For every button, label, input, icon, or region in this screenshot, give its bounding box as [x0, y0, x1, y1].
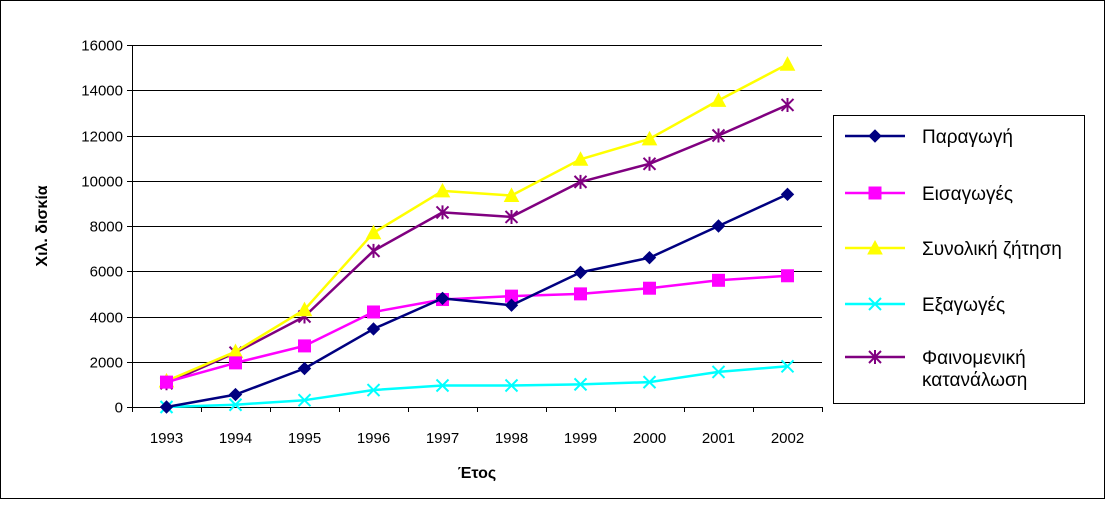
data-point-marker	[504, 298, 519, 312]
data-point-marker	[779, 56, 796, 71]
y-tick-label: 10000	[81, 174, 123, 191]
data-point-marker	[642, 250, 657, 265]
data-point-marker	[434, 182, 451, 198]
x-tick-label: 2002	[771, 430, 804, 447]
data-point-marker	[366, 383, 381, 397]
y-axis-title: Χιλ. δισκία	[34, 185, 51, 266]
series-layer	[158, 56, 796, 414]
data-point-marker	[868, 129, 882, 143]
data-point-marker	[297, 361, 312, 376]
series-3	[158, 56, 796, 388]
data-point-marker	[572, 151, 589, 166]
data-point-marker	[366, 243, 381, 258]
data-point-marker	[435, 291, 450, 306]
data-point-marker	[711, 219, 726, 233]
data-point-marker	[781, 269, 794, 283]
data-point-marker	[435, 205, 450, 220]
y-tick-label: 2000	[90, 355, 123, 372]
data-point-marker	[296, 301, 313, 317]
x-tick-label: 1999	[564, 430, 597, 447]
data-point-marker	[504, 209, 519, 224]
data-point-marker	[160, 375, 173, 389]
data-point-marker	[712, 273, 725, 287]
data-point-marker	[780, 97, 795, 112]
series-line	[166, 365, 788, 409]
tick-labels: 0 2000 4000 6000 8000 10000 12000 14000 16000 199…	[81, 38, 804, 448]
legend-item: Εισαγωγές	[845, 184, 1013, 205]
y-tick-label: 14000	[81, 83, 123, 100]
y-tick-label: 6000	[90, 264, 123, 281]
x-axis-title: Έτος	[458, 465, 496, 482]
data-point-marker	[573, 377, 588, 392]
y-tick-label: 12000	[81, 129, 123, 146]
data-point-marker	[573, 265, 588, 280]
data-point-marker	[503, 187, 520, 202]
data-point-marker	[780, 359, 795, 373]
data-point-marker	[867, 239, 883, 255]
data-point-marker	[642, 156, 657, 171]
data-point-marker	[711, 128, 726, 143]
series-4	[159, 359, 795, 414]
series-1	[159, 187, 795, 414]
x-tick-label: 2000	[633, 430, 666, 447]
data-point-marker	[298, 339, 311, 353]
legend-item: Συνολική ζήτηση	[845, 239, 1062, 260]
y-tick-label: 16000	[81, 38, 123, 55]
data-point-marker	[228, 387, 243, 402]
legend-label: Παραγωγή	[922, 127, 1013, 148]
legend-item: Παραγωγή	[845, 127, 1013, 148]
data-point-marker	[573, 174, 588, 189]
data-point-marker	[229, 356, 242, 370]
legend-item: Εξαγωγές	[845, 295, 1005, 316]
x-tick-label: 1996	[357, 430, 390, 447]
data-point-marker	[297, 393, 312, 407]
data-point-marker	[366, 322, 381, 336]
data-point-marker	[159, 400, 174, 414]
y-tick-label: 4000	[90, 310, 123, 327]
data-point-marker	[643, 281, 656, 295]
x-tick-label: 2001	[702, 430, 735, 447]
data-point-marker	[367, 305, 380, 319]
data-point-marker	[504, 378, 519, 393]
series-line	[166, 63, 789, 383]
legend-label: Φαινομενική	[922, 348, 1026, 369]
legend-label: κατανάλωση	[922, 370, 1027, 391]
y-tick-label: 8000	[90, 219, 123, 236]
data-point-marker	[365, 224, 382, 240]
data-point-marker	[780, 187, 795, 202]
x-tick-label: 1995	[288, 430, 321, 447]
legend-label: Εξαγωγές	[922, 295, 1005, 316]
series-line	[166, 193, 789, 409]
y-tick-label: 0	[115, 400, 123, 417]
x-tick-label: 1997	[426, 430, 459, 447]
legend: Παραγωγή Εισαγωγές Συνολική ζήτηση Εξαγωγές…	[833, 115, 1085, 404]
series-line	[165, 103, 789, 385]
data-point-marker	[868, 186, 882, 200]
x-tick-label: 1993	[150, 430, 183, 447]
data-point-marker	[435, 378, 450, 393]
series-line	[166, 274, 788, 384]
data-point-marker	[574, 287, 587, 301]
data-point-marker	[710, 92, 727, 107]
legend-label: Εισαγωγές	[922, 184, 1013, 205]
x-tick-label: 1998	[495, 430, 528, 447]
data-point-marker	[642, 375, 657, 389]
data-point-marker	[641, 130, 658, 146]
gridlines	[132, 45, 822, 363]
data-point-marker	[868, 297, 882, 311]
data-point-marker	[228, 398, 243, 412]
x-tick-label: 1994	[219, 430, 252, 447]
data-point-marker	[711, 365, 726, 379]
legend-label: Συνολική ζήτηση	[922, 239, 1062, 260]
data-point-marker	[868, 350, 882, 364]
axes	[127, 45, 823, 412]
